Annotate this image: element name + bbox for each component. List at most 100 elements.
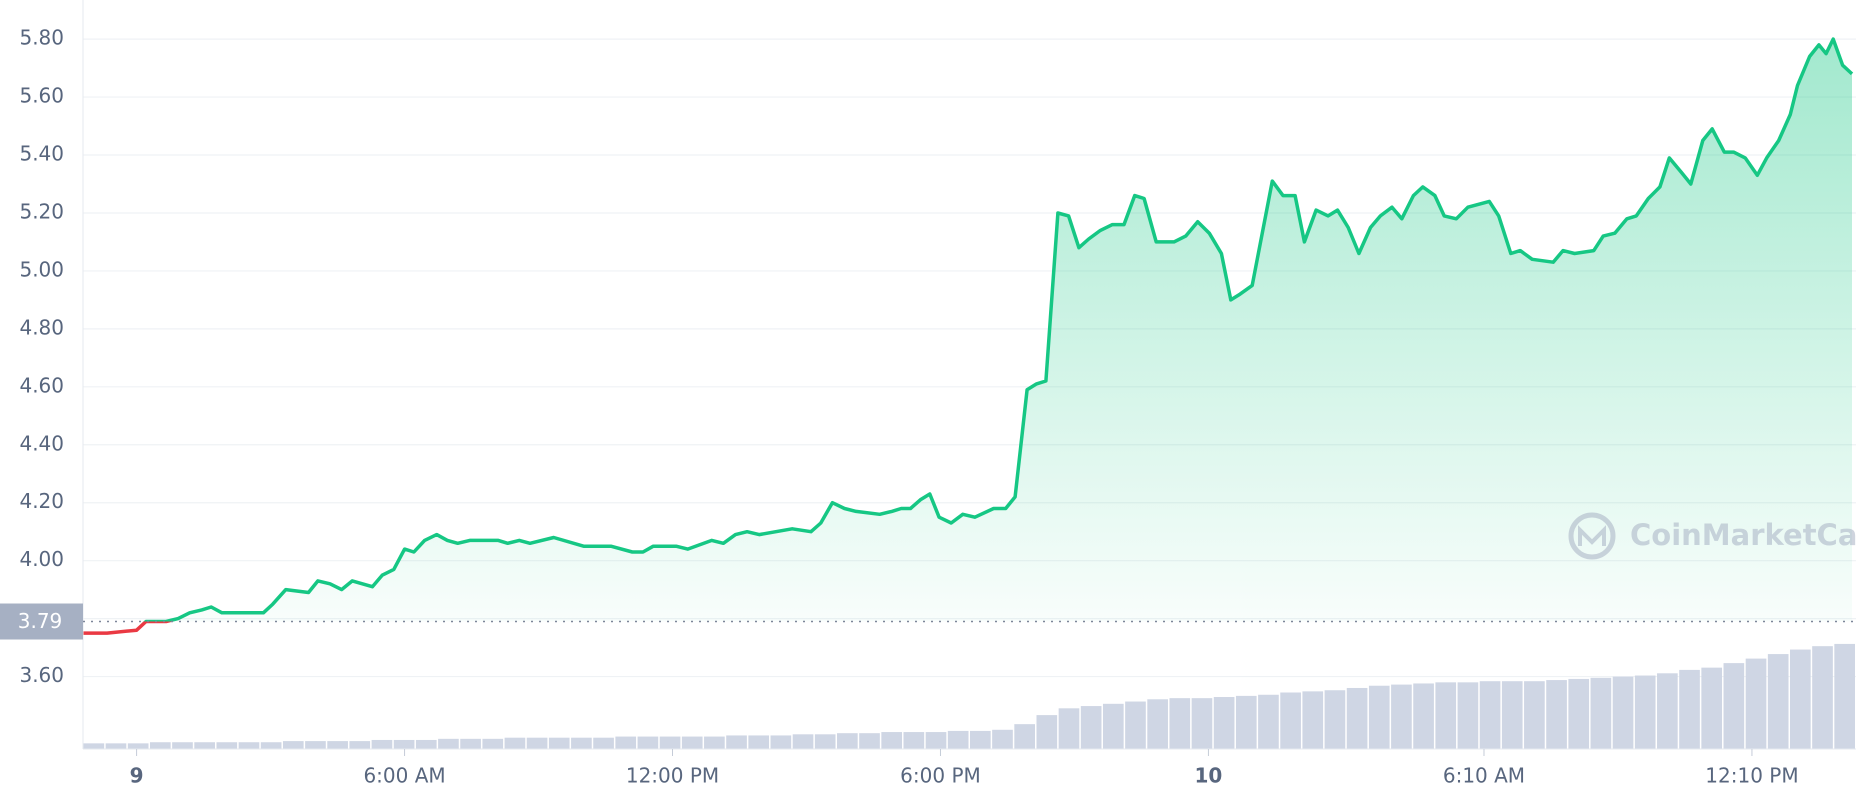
volume-bar <box>216 742 238 749</box>
y-tick-label: 5.60 <box>19 84 64 108</box>
y-tick-label: 4.40 <box>19 431 64 455</box>
volume-bar <box>1834 643 1855 749</box>
y-tick-label: 4.80 <box>19 315 64 339</box>
price-line-up <box>143 37 1854 622</box>
x-tick-label: 9 <box>130 764 144 788</box>
y-tick-label: 5.40 <box>19 142 64 166</box>
volume-bar <box>593 737 614 749</box>
volume-bar <box>770 735 792 749</box>
volume-bar <box>1590 677 1612 749</box>
volume-bar <box>1147 699 1168 749</box>
x-tick-label: 12:00 PM <box>626 764 719 788</box>
volume-bar <box>681 736 703 749</box>
volume-bar <box>1280 692 1301 749</box>
reference-label: 3.79 <box>18 609 63 633</box>
volume-bar <box>748 735 770 749</box>
volume-bar <box>1258 694 1279 749</box>
volume-bar <box>194 742 215 749</box>
volume-bar <box>571 737 592 749</box>
volume-bar <box>415 739 437 749</box>
volume-bar <box>1790 649 1811 749</box>
volume-bar <box>305 741 326 749</box>
volume-bar <box>1080 706 1102 749</box>
volume-bar <box>1036 715 1058 749</box>
volume-bar <box>903 732 925 749</box>
reference-box <box>0 603 83 640</box>
volume-bar <box>1657 673 1678 749</box>
volume-bar <box>992 729 1013 749</box>
volume-bar <box>1302 691 1324 749</box>
volume-bar <box>947 730 969 749</box>
volume-bar <box>1701 667 1723 749</box>
volume-bar <box>1568 678 1590 749</box>
volume-bar <box>482 738 504 749</box>
volume-bar <box>105 743 127 749</box>
volume-bar <box>1058 708 1080 749</box>
volume-bar <box>1125 701 1146 749</box>
volume-bar <box>1745 658 1767 749</box>
volume-bar <box>238 742 260 749</box>
volume-bar <box>1679 669 1700 749</box>
volume-bar <box>371 739 393 749</box>
volume-bar <box>1324 690 1346 749</box>
volume-bar <box>837 733 858 749</box>
volume-bar <box>925 732 947 749</box>
volume-bar <box>172 742 193 749</box>
y-tick-label: 4.60 <box>19 373 64 397</box>
volume-bar <box>792 734 814 749</box>
volume-bar <box>1546 680 1567 749</box>
volume-bar <box>1479 681 1501 749</box>
y-tick-label: 4.20 <box>19 489 64 513</box>
volume-bar <box>970 730 991 749</box>
volume-bar <box>1524 681 1545 749</box>
volume-bar <box>349 741 371 749</box>
volume-bar <box>1723 663 1745 749</box>
volume-bar <box>1102 703 1124 749</box>
volume-bar <box>1391 684 1412 749</box>
volume-bar <box>149 742 171 749</box>
y-tick-label: 5.80 <box>19 26 64 50</box>
volume-bar <box>704 736 725 749</box>
volume-bar <box>526 737 548 749</box>
volume-bar <box>859 733 880 749</box>
x-tick-label: 6:00 PM <box>900 764 981 788</box>
volume-bar <box>127 743 149 749</box>
x-tick-label: 10 <box>1195 764 1223 788</box>
volume-bar <box>1612 676 1634 749</box>
volume-bar <box>460 738 481 749</box>
volume-bar <box>1346 687 1368 749</box>
watermark: CoinMarketCap <box>1568 512 1858 560</box>
watermark-text: CoinMarketCap <box>1630 518 1858 552</box>
volume-bar <box>1501 681 1523 749</box>
volume-bar <box>814 734 836 749</box>
y-tick-label: 5.20 <box>19 199 64 223</box>
volume-bar <box>1169 698 1191 749</box>
volume-bar <box>327 741 348 749</box>
volume-bar <box>260 742 282 749</box>
volume-bar <box>438 738 459 749</box>
y-tick-label: 4.00 <box>19 547 64 571</box>
volume-bar <box>1235 695 1257 749</box>
volume-bar <box>637 736 659 749</box>
volume-bar <box>1014 724 1035 749</box>
y-tick-label: 3.60 <box>19 663 64 687</box>
volume-bar <box>1368 685 1390 749</box>
x-tick-label: 6:10 AM <box>1443 764 1525 788</box>
x-tick-label: 6:00 AM <box>363 764 445 788</box>
volume-bar <box>1634 675 1656 749</box>
y-tick-label: 5.00 <box>19 257 64 281</box>
volume-bar <box>282 741 304 749</box>
volume-bar <box>83 743 105 749</box>
volume-bar <box>504 737 526 749</box>
volume-bar <box>1413 683 1434 749</box>
price-area <box>145 39 1852 622</box>
volume-bar <box>615 736 637 749</box>
volume-bar <box>1191 698 1213 749</box>
volume-bar <box>393 739 415 749</box>
volume-bar <box>1213 697 1235 749</box>
volume-bar <box>726 735 747 749</box>
volume-bar <box>548 737 570 749</box>
volume-bar <box>1457 682 1479 749</box>
volume-bar <box>881 732 903 749</box>
